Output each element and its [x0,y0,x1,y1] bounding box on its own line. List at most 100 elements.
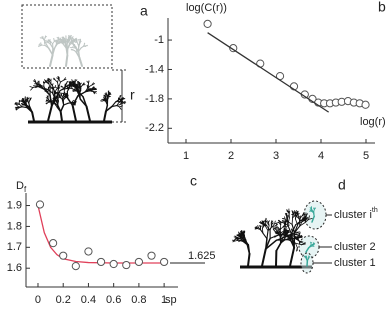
branch [287,221,293,225]
branch [23,103,27,106]
branch [66,45,69,51]
y-axis-label: Df [16,180,27,194]
branch [76,83,79,87]
branch [58,81,61,89]
branch [283,234,291,239]
branch [49,42,52,46]
branch [49,53,54,67]
x-tick-label: 3 [273,150,279,162]
panel-label: c [190,173,197,189]
branch [104,95,106,98]
branch [287,211,290,215]
point [96,257,106,267]
branch [240,238,244,242]
branch [80,45,85,49]
branch [109,93,111,95]
branch [15,108,18,111]
branch [266,225,271,231]
branch [69,41,72,45]
branch [233,236,237,239]
branch [294,214,298,220]
branch [47,97,50,101]
branch [19,103,23,108]
branch [62,96,66,101]
branch [25,104,31,108]
branch [287,224,292,235]
branch [21,106,28,109]
branch [115,98,120,103]
branch [86,85,88,88]
branch [238,231,240,235]
branch [311,215,315,223]
branch [78,81,81,85]
branch [37,81,40,86]
branch [22,101,26,105]
branch [261,248,267,267]
branch [301,213,306,217]
branch [74,84,77,87]
branch [118,98,123,100]
branch [105,104,109,113]
branch [38,44,41,46]
point [71,262,80,271]
branch [62,86,65,90]
branch [59,110,63,122]
branch [298,215,301,219]
branch [275,242,282,252]
branch [259,229,264,234]
branch [284,234,287,239]
point [84,247,93,256]
branch [284,227,287,233]
branch [268,220,270,223]
point [203,19,212,28]
branch [291,213,297,216]
branch [47,95,49,99]
branch [44,80,48,83]
branch [67,39,69,41]
branch [103,110,107,122]
branch [51,86,53,90]
branch [76,85,79,89]
branch [304,213,308,218]
cluster-outline [303,200,327,230]
cluster-label: cluster 1 [334,257,376,269]
x-tick-label: 0 [35,294,41,306]
branch [288,237,295,249]
branch [56,77,60,80]
branch [59,88,65,91]
branch [59,41,64,45]
branch [54,85,57,88]
branch [260,222,264,225]
branch [279,229,282,234]
branch [243,235,247,240]
point [59,251,68,260]
branch [272,227,277,230]
branch [306,257,310,262]
branch [282,218,286,220]
x-tick-label: 0.4 [81,294,96,306]
branch [77,83,80,86]
branch [246,244,251,255]
branch [277,219,281,223]
branch [29,86,34,88]
branch [240,236,244,242]
y-tick-label: -1 [154,34,164,46]
branch [270,220,274,224]
branch [116,102,120,107]
branch [299,222,306,227]
branch [72,90,75,92]
cluster-sup: th [372,207,378,214]
branch [18,100,21,103]
branch [103,96,105,99]
branch [309,209,312,212]
branch [64,41,67,46]
branch [264,239,278,250]
branch [119,107,122,110]
cluster-label: cluster ith [334,207,378,221]
branch [91,83,95,86]
branch [15,102,18,104]
branch [41,37,45,41]
branch [111,101,117,108]
y-tick-label: -2.2 [145,122,164,134]
branch [58,94,60,97]
